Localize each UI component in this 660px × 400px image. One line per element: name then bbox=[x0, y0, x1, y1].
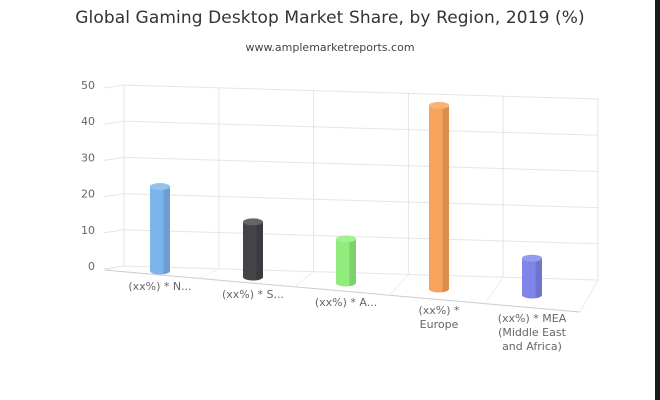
bar bbox=[336, 235, 356, 287]
x-tick-label: (xx%) * Europe bbox=[418, 304, 460, 331]
x-tick-label: (xx%) * MEA (Middle East and Africa) bbox=[498, 312, 567, 353]
bar-top-highlight bbox=[429, 101, 449, 109]
bar-top-highlight bbox=[150, 183, 170, 191]
chart-title: Global Gaming Desktop Market Share, by R… bbox=[75, 8, 585, 28]
bar-top bbox=[243, 218, 263, 226]
floor-separator bbox=[198, 268, 220, 279]
floor-separator bbox=[103, 265, 125, 271]
bar-body bbox=[336, 238, 356, 287]
x-tick-label: (xx%) * S... bbox=[222, 288, 284, 301]
bar-shade bbox=[535, 258, 542, 299]
y-tick-label: 50 bbox=[81, 79, 95, 92]
gridline-horizontal bbox=[123, 156, 599, 172]
bar-top-highlight bbox=[336, 235, 356, 243]
bar-body bbox=[243, 221, 263, 281]
y-tick-label: 0 bbox=[88, 260, 95, 273]
grid-lines bbox=[103, 84, 599, 313]
gridline-horizontal bbox=[123, 120, 599, 136]
y-tick-label: 40 bbox=[81, 115, 95, 128]
floor-separator bbox=[294, 271, 314, 288]
bars bbox=[150, 101, 542, 299]
bar-top-highlight bbox=[522, 254, 542, 262]
bar-shade bbox=[163, 186, 170, 275]
gridline-horizontal bbox=[123, 265, 599, 281]
bar bbox=[522, 254, 542, 299]
bar-body bbox=[150, 186, 170, 275]
bar bbox=[150, 183, 170, 275]
chart-subtitle: www.amplemarketreports.com bbox=[245, 41, 415, 54]
gridline-horizontal bbox=[123, 229, 599, 245]
scrollbar[interactable] bbox=[655, 0, 660, 400]
bar-top-highlight bbox=[243, 218, 263, 226]
floor-separator bbox=[484, 276, 504, 304]
bar-top bbox=[336, 235, 356, 243]
bar-top bbox=[522, 254, 542, 262]
bar-shade bbox=[349, 238, 356, 287]
x-tick-label: (xx%) * A... bbox=[315, 296, 377, 309]
gridline-horizontal bbox=[123, 84, 599, 100]
y-tick-label: 20 bbox=[81, 188, 95, 201]
floor-separator bbox=[579, 279, 599, 313]
gridline-side bbox=[103, 229, 125, 234]
bar-shade bbox=[256, 221, 263, 281]
gridline-side bbox=[103, 120, 125, 125]
bar-top bbox=[429, 101, 449, 109]
gridline-side bbox=[103, 156, 125, 161]
gridline-horizontal bbox=[123, 193, 599, 209]
floor-front-edge bbox=[103, 269, 581, 313]
bar-top bbox=[150, 183, 170, 191]
bar bbox=[429, 101, 449, 293]
bar bbox=[243, 218, 263, 281]
floor-separator bbox=[389, 274, 409, 296]
x-tick-label: (xx%) * N... bbox=[128, 280, 191, 293]
x-tick-labels: (xx%) * N... (xx%) * S... (xx%) * A... (xx%… bbox=[128, 280, 566, 353]
gridline-side bbox=[103, 193, 125, 198]
gridline-side bbox=[103, 84, 125, 89]
bar-body bbox=[522, 258, 542, 299]
bar-shade bbox=[442, 105, 449, 293]
bar-body bbox=[429, 105, 449, 293]
y-tick-label: 10 bbox=[81, 224, 95, 237]
y-tick-label: 30 bbox=[81, 151, 95, 164]
